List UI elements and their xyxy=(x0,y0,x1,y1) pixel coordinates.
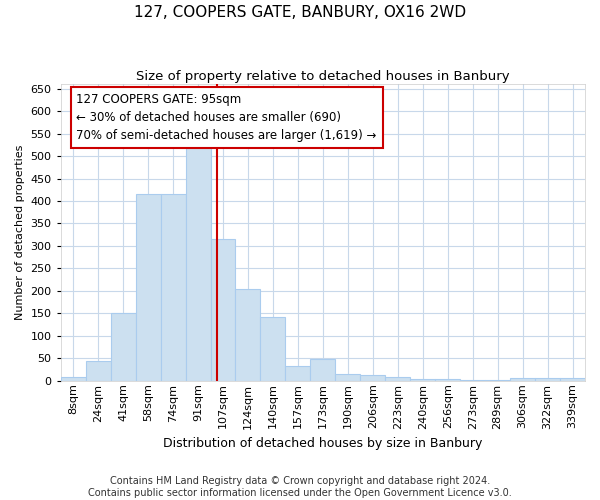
Text: Contains HM Land Registry data © Crown copyright and database right 2024.
Contai: Contains HM Land Registry data © Crown c… xyxy=(88,476,512,498)
Bar xyxy=(211,239,235,381)
Bar xyxy=(260,317,286,381)
Bar xyxy=(185,142,211,381)
Bar xyxy=(510,378,535,381)
Bar xyxy=(86,360,110,381)
Bar xyxy=(560,378,585,381)
Bar xyxy=(385,376,410,381)
Bar xyxy=(235,288,260,381)
Bar xyxy=(136,194,161,381)
Bar xyxy=(286,366,310,381)
Bar xyxy=(410,379,435,381)
Bar xyxy=(61,377,86,381)
Bar xyxy=(110,314,136,381)
Y-axis label: Number of detached properties: Number of detached properties xyxy=(15,145,25,320)
Bar xyxy=(335,374,361,381)
Bar xyxy=(535,378,560,381)
Bar xyxy=(161,194,185,381)
X-axis label: Distribution of detached houses by size in Banbury: Distribution of detached houses by size … xyxy=(163,437,482,450)
Text: 127, COOPERS GATE, BANBURY, OX16 2WD: 127, COOPERS GATE, BANBURY, OX16 2WD xyxy=(134,5,466,20)
Bar xyxy=(361,375,385,381)
Text: 127 COOPERS GATE: 95sqm
← 30% of detached houses are smaller (690)
70% of semi-d: 127 COOPERS GATE: 95sqm ← 30% of detache… xyxy=(76,93,377,142)
Bar xyxy=(435,380,460,381)
Title: Size of property relative to detached houses in Banbury: Size of property relative to detached ho… xyxy=(136,70,509,83)
Bar xyxy=(310,359,335,381)
